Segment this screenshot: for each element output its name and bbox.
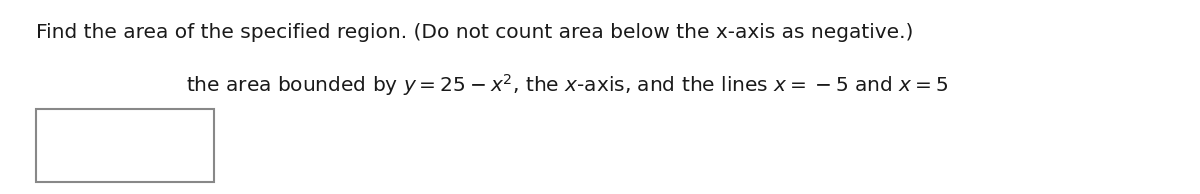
Text: the area bounded by $y = 25 - x^2$, the $x$-axis, and the lines $x = -5$ and $x : the area bounded by $y = 25 - x^2$, the … <box>186 72 948 98</box>
Bar <box>36 109 214 182</box>
Text: Find the area of the specified region. (Do not count area below the x-axis as ne: Find the area of the specified region. (… <box>36 23 913 42</box>
